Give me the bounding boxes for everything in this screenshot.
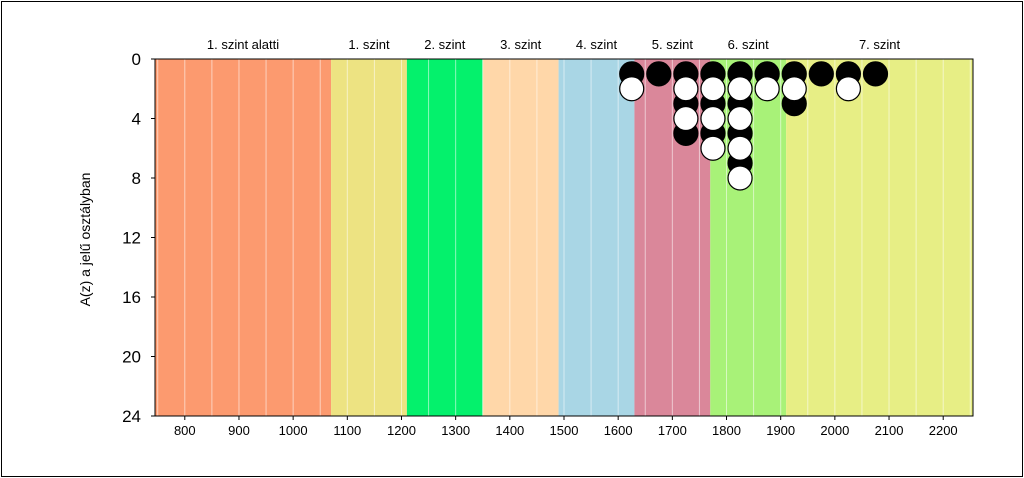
x-tick-label: 2200 [929,423,958,438]
band-label: 4. szint [576,37,618,52]
x-tick-label: 1400 [495,423,524,438]
band-8 [786,59,973,416]
white-point [619,76,645,102]
band-label: 2. szint [424,37,466,52]
white-point [781,76,807,102]
y-tick-label: 0 [132,50,141,69]
x-tick-label: 1800 [712,423,741,438]
black-point [808,61,834,87]
x-tick-label: 900 [228,423,250,438]
white-point [727,135,753,161]
white-point [835,76,862,102]
band-label: 3. szint [500,37,542,52]
black-point [646,61,672,87]
x-tick-label: 800 [174,423,196,438]
white-point [727,76,753,102]
band-3 [406,59,483,416]
white-point [673,76,699,102]
x-tick-label: 1100 [333,423,361,438]
band-label: 6. szint [728,37,770,52]
y-tick-label: 12 [122,229,141,248]
grid-lines [157,59,971,416]
y-tick-label: 20 [122,348,141,367]
x-tick-label: 1700 [658,423,687,438]
x-tick-label: 1200 [387,423,416,438]
y-axis-title: A(z) a jelű osztályban [77,173,93,307]
y-axis: 0 4 8 12 16 20 24 [122,50,155,426]
band-2 [331,59,407,416]
band-labels: 1. szint alatti 1. szint 2. szint 3. szint 4… [207,37,901,52]
white-point [700,76,726,102]
y-tick-label: 8 [132,169,141,188]
x-axis: 800 900 1000 1100 1200 1300 1400 1500 1600 1700 18… [174,416,958,438]
white-point [700,105,726,132]
band-label: 1. szint [348,37,390,52]
band-label: 5. szint [652,37,694,52]
y-tick-label: 4 [132,110,141,129]
x-tick-label: 1000 [279,423,308,438]
x-tick-label: 1300 [441,423,470,438]
white-point [673,105,699,132]
band-label: 1. szint alatti [207,37,279,52]
x-tick-label: 2100 [875,423,904,438]
white-point [700,135,726,161]
black-point [862,61,889,87]
white-point [754,76,780,102]
white-point [727,105,753,132]
y-tick-label: 16 [122,288,141,307]
white-point [727,165,753,191]
x-tick-label: 1900 [766,423,795,438]
x-tick-label: 1500 [550,423,579,438]
band-5 [558,59,635,416]
x-tick-label: 2000 [820,423,849,438]
data-points [619,61,889,191]
y-tick-label: 24 [122,407,141,426]
band-1 [155,59,332,416]
level-bands [155,59,973,416]
x-tick-label: 1600 [604,423,633,438]
band-label: 7. szint [859,37,901,52]
band-4 [482,59,559,416]
